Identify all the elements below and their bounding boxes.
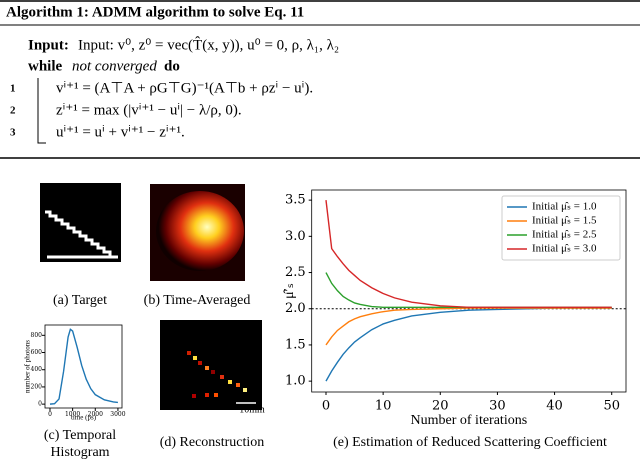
y-tick-label: 600: [31, 349, 43, 356]
y-tick-label: 3.5: [285, 193, 306, 208]
x-axis-label: time (ps): [71, 414, 97, 422]
line-number: 1: [10, 83, 16, 95]
series-line: [325, 307, 612, 382]
legend-box: [501, 195, 621, 261]
block-bracket: [37, 78, 46, 144]
series-line: [49, 328, 118, 405]
plot-frame: [44, 324, 123, 409]
y-tick-label: 800: [31, 332, 43, 339]
input: Input: v⁰, z⁰ = vec(T̂(x, y)), u⁰ = 0, ρ…: [78, 36, 339, 53]
y-tick-label: 2.0: [285, 301, 306, 316]
y-tick-label: 3.0: [285, 229, 306, 244]
legend-label: Initial μ̂ₛ = 3.0: [532, 243, 597, 255]
y-axis-label: number of photons: [24, 340, 32, 393]
line-number: 3: [10, 127, 16, 139]
keyword: while: [28, 58, 63, 74]
x-tick-label: 0: [322, 398, 330, 413]
y-axis-label: μ̂′ₛ: [282, 283, 297, 299]
keyword: Input:: [28, 37, 69, 53]
caption: (b) Time-Averaged: [144, 293, 251, 308]
legend-label: Initial μ̂ₛ = 2.5: [532, 229, 597, 241]
step: uⁱ⁺¹ = uⁱ + vⁱ⁺¹ − zⁱ⁺¹.: [56, 124, 185, 140]
plot-frame: [311, 189, 627, 393]
caption: (d) Reconstruction: [160, 435, 265, 450]
step: vⁱ⁺¹ = (A⊤A + ρG⊤G)⁻¹(A⊤b + ρzⁱ − uⁱ).: [56, 80, 313, 96]
x-tick-label: 40: [546, 398, 563, 413]
keyword: do: [164, 58, 180, 74]
x-tick-label: 0: [48, 411, 52, 418]
heatmap-blob: [156, 191, 244, 271]
caption: (c) Temporal: [44, 428, 116, 443]
y-tick-label: 2.5: [285, 265, 306, 280]
algorithm-title: Algorithm 1: ADMM algorithm to solve Eq.…: [6, 4, 304, 20]
reconstruction-pixels: [187, 351, 247, 398]
x-tick-label: 20: [432, 398, 449, 413]
series-line: [325, 272, 612, 308]
x-tick-label: 1000: [65, 411, 80, 418]
step: zⁱ⁺¹ = max (|vⁱ⁺¹ − uⁱ| − λ/ρ, 0).: [56, 102, 242, 118]
x-tick-label: 2000: [88, 411, 103, 418]
reconstruction-image: [160, 320, 262, 410]
series-line: [325, 307, 612, 346]
line-number: 2: [10, 105, 16, 117]
x-tick-label: 50: [603, 398, 620, 413]
x-tick-label: 10: [375, 398, 392, 413]
y-tick-label: 1.5: [285, 337, 306, 352]
y-tick-label: 400: [31, 366, 43, 373]
y-tick-label: 1.0: [285, 374, 306, 389]
target-shape: [45, 210, 112, 256]
scale-bar-label: 10mm: [239, 404, 265, 415]
caption: (a) Target: [53, 293, 107, 308]
legend-label: Initial μ̂ₛ = 1.0: [532, 201, 597, 213]
x-tick-label: 30: [489, 398, 506, 413]
legend-label: Initial μ̂ₛ = 1.5: [532, 215, 597, 227]
x-axis-label: Number of iterations: [411, 413, 528, 428]
y-tick-label: 0: [38, 401, 42, 408]
caption: Histogram: [50, 445, 109, 460]
target-image: [40, 183, 121, 262]
x-tick-label: 3000: [110, 411, 125, 418]
series-line: [325, 200, 612, 308]
y-tick-label: 200: [31, 383, 43, 390]
caption: (e) Estimation of Reduced Scattering Coe…: [333, 435, 607, 450]
condition: not converged: [72, 58, 157, 74]
